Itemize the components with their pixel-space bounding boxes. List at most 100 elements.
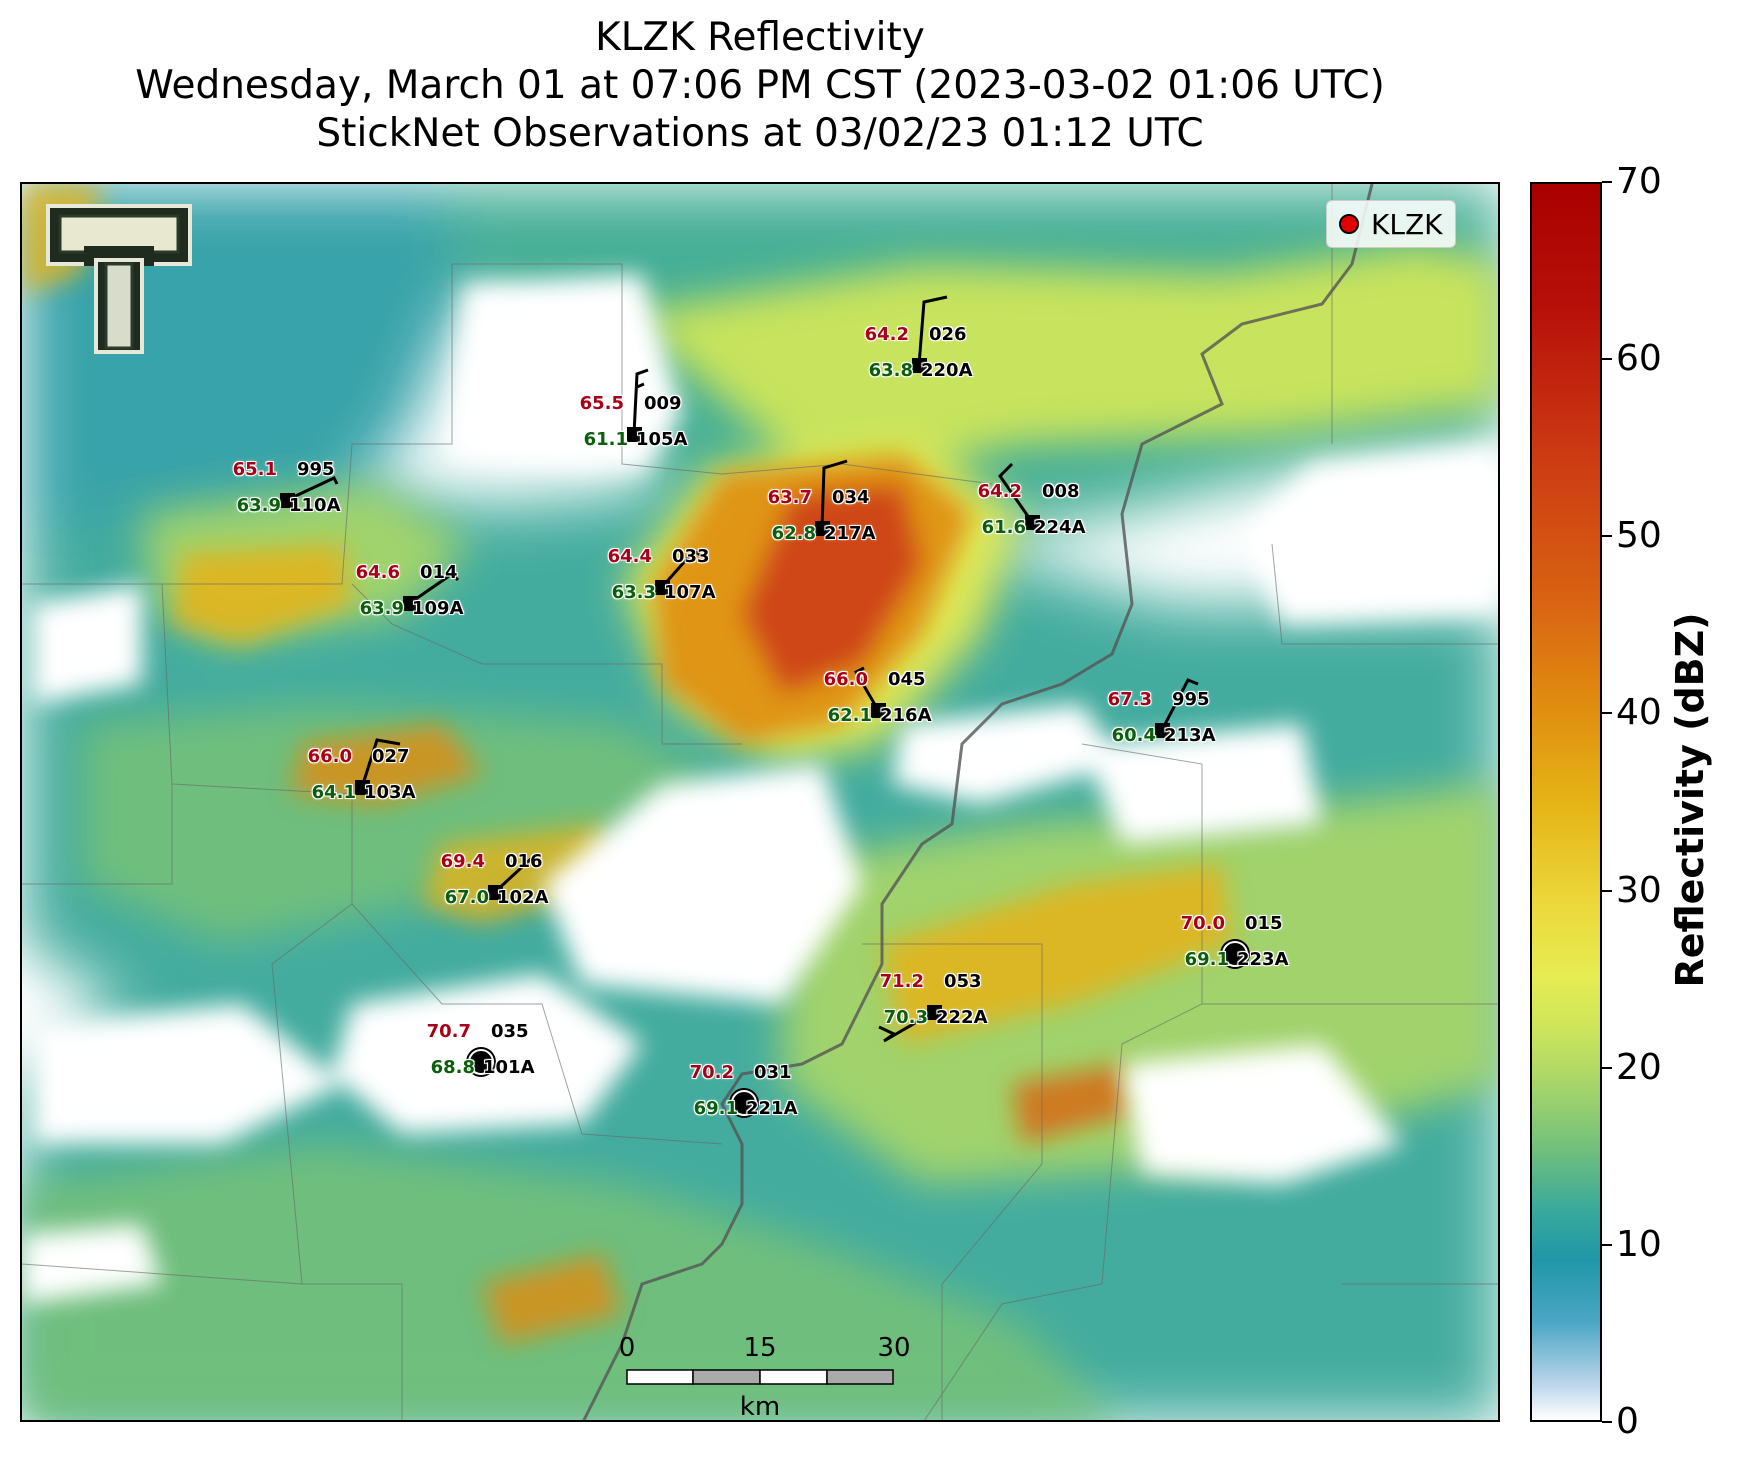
colorbar-tick-mark [1602,358,1612,361]
station-temperature: 65.5 [579,393,624,414]
station-dewpoint: 67.0 [444,887,489,908]
station-code: 995 [297,459,335,480]
scale-tick-15: 15 [743,1333,777,1363]
colorbar-tick-label: 40 [1616,692,1662,734]
station-marker-icon[interactable] [912,358,927,373]
station-temperature: 67.3 [1107,689,1152,710]
station-dewpoint: 69.1 [693,1098,738,1119]
station-id: 217A [824,523,876,544]
station-marker-icon[interactable] [871,703,886,718]
station-temperature: 70.2 [689,1062,734,1083]
station-temperature: 64.2 [977,481,1022,502]
station-dewpoint: 63.9 [236,495,281,516]
station-dewpoint: 63.9 [359,598,404,619]
station-dewpoint: 61.6 [981,517,1026,538]
station-dewpoint: 70.3 [883,1007,928,1028]
station-marker-icon[interactable] [280,493,295,508]
colorbar-tick-mark [1602,1066,1612,1069]
colorbar-tick-label: 60 [1616,338,1662,380]
station-marker-icon[interactable] [488,885,503,900]
chart-subtitle-time: Wednesday, March 01 at 07:06 PM CST (202… [135,63,1385,108]
station-id: 105A [636,429,688,450]
colorbar-tick-mark [1602,889,1612,892]
station-code: 045 [888,669,926,690]
station-marker-icon[interactable] [403,596,418,611]
station-id: 110A [289,495,341,516]
station-dewpoint: 63.8 [868,360,913,381]
station-dewpoint: 62.8 [771,523,816,544]
station-code: 033 [672,546,710,567]
colorbar-tick-label: 20 [1616,1046,1662,1088]
station-marker-icon[interactable] [927,1005,942,1020]
reflectivity-field [22,184,1498,1420]
colorbar-tick-label: 50 [1616,515,1662,557]
station-id: 220A [921,360,973,381]
station-dewpoint: 64.1 [311,782,356,803]
colorbar-tick-mark [1602,535,1612,538]
station-code: 053 [944,971,982,992]
station-id: 109A [412,598,464,619]
station-dewpoint: 63.3 [611,582,656,603]
station-code: 009 [644,393,682,414]
radar-map: 64.2 026 63.8 220A 65.5 009 61.1 105A 65.1 995 63.… [20,182,1500,1422]
colorbar-label: Reflectivity (dBZ) [1668,612,1712,988]
station-temperature: 64.2 [864,324,909,345]
station-temperature: 64.4 [607,546,652,567]
station-id: 221A [746,1098,798,1119]
station-dewpoint: 60.4 [1111,725,1156,746]
station-marker-icon[interactable] [815,521,830,536]
scale-bar [626,1368,896,1392]
station-code: 016 [505,851,543,872]
chart-subtitle-obs: StickNet Observations at 03/02/23 01:12 … [316,111,1204,156]
station-id: 223A [1237,949,1289,970]
station-temperature: 70.7 [426,1021,471,1042]
colorbar-tick-mark [1602,712,1612,715]
station-code: 014 [420,562,458,583]
station-temperature: 69.4 [440,851,485,872]
legend-label: KLZK [1371,207,1443,241]
station-id: 216A [880,705,932,726]
station-marker-icon[interactable] [355,780,370,795]
colorbar-tick-label: 10 [1616,1223,1662,1265]
station-id: 101A [483,1057,535,1078]
scale-tick-30: 30 [877,1333,911,1363]
station-temperature: 63.7 [767,487,812,508]
station-code: 031 [754,1062,792,1083]
colorbar-tick-mark [1602,181,1612,183]
station-id: 107A [664,582,716,603]
station-temperature: 65.1 [232,459,277,480]
station-marker-icon[interactable] [655,580,670,595]
station-temperature: 71.2 [879,971,924,992]
station-code: 008 [1042,481,1080,502]
station-marker-icon[interactable] [1155,723,1170,738]
station-code: 026 [929,324,967,345]
chart-title: KLZK Reflectivity [595,15,925,60]
station-id: 103A [364,782,416,803]
colorbar-tick-mark [1602,1243,1612,1246]
station-id: 102A [497,887,549,908]
station-id: 213A [1164,725,1216,746]
scale-tick-0: 0 [618,1333,636,1363]
station-dewpoint: 62.1 [827,705,872,726]
station-code: 034 [832,487,870,508]
station-dewpoint: 69.1 [1184,949,1229,970]
station-marker-icon[interactable] [1222,941,1248,967]
station-code: 015 [1245,913,1283,934]
klzk-marker-icon [1339,214,1359,234]
station-id: 224A [1034,517,1086,538]
station-id: 222A [936,1007,988,1028]
colorbar-tick-label: 70 [1616,161,1662,202]
station-marker-icon[interactable] [627,427,642,442]
station-marker-icon[interactable] [731,1090,757,1116]
colorbar-tick-label: 30 [1616,869,1662,911]
colorbar-tick-mark [1602,1421,1612,1423]
colorbar [1530,182,1602,1422]
station-temperature: 66.0 [823,669,868,690]
station-temperature: 64.6 [355,562,400,583]
texas-tech-logo-icon [44,202,194,357]
station-dewpoint: 68.8 [430,1057,475,1078]
station-temperature: 66.0 [307,746,352,767]
station-marker-icon[interactable] [468,1049,494,1075]
station-temperature: 70.0 [1180,913,1225,934]
station-marker-icon[interactable] [1025,515,1040,530]
